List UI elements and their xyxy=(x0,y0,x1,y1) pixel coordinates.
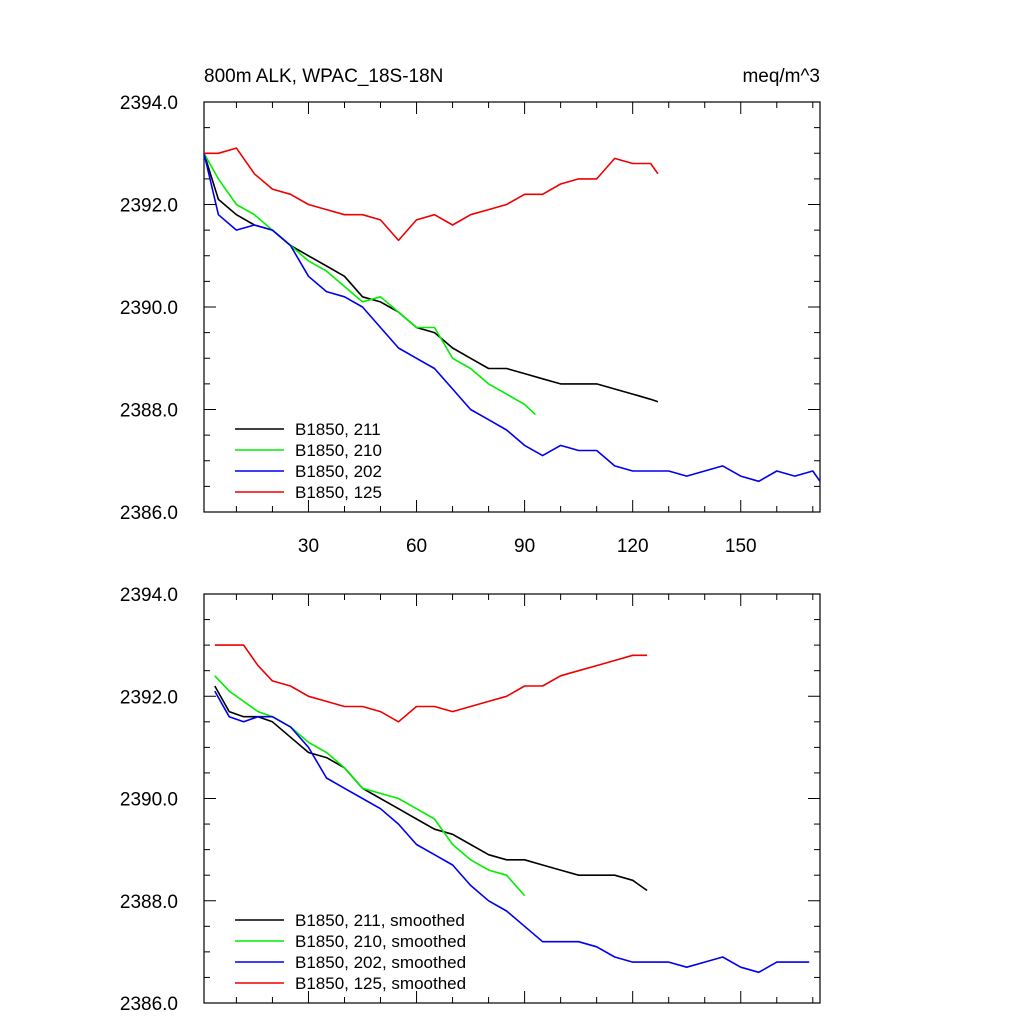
chart-panel-1: 2386.0 2388.0 2390.0 2392.0 2394.0 30 60 90 120 1… xyxy=(120,66,821,557)
legend-label: B1850, 211, smoothed xyxy=(295,911,465,930)
y-tick-label: 2392.0 xyxy=(120,196,178,217)
chart-title: 800m ALK, WPAC_18S-18N xyxy=(204,66,443,87)
tick-marks xyxy=(204,593,820,1004)
legend-label: B1850, 125, smoothed xyxy=(295,974,466,993)
y-tick-label: 2392.0 xyxy=(120,687,178,708)
x-tick-label: 150 xyxy=(725,536,757,557)
series-line-3 xyxy=(214,690,810,974)
legend: B1850, 211, smoothed B1850, 210, smoothed… xyxy=(235,911,466,993)
series-line-2 xyxy=(203,152,536,416)
series-line-4 xyxy=(214,644,648,723)
legend-label: B1850, 202 xyxy=(295,462,382,481)
y-tick-label: 2388.0 xyxy=(120,892,178,913)
x-tick-label: 120 xyxy=(617,536,649,557)
y-tick-label: 2390.0 xyxy=(120,790,178,811)
y-tick-label: 2394.0 xyxy=(120,93,178,114)
y-tick-label: 2388.0 xyxy=(120,401,178,422)
y-tick-label: 2390.0 xyxy=(120,298,178,319)
x-tick-label: 30 xyxy=(298,536,319,557)
series-line-2 xyxy=(214,675,526,897)
tick-marks xyxy=(204,101,820,513)
series-line-1 xyxy=(214,685,648,892)
x-tick-label: 90 xyxy=(514,536,535,557)
legend: B1850, 211 B1850, 210 B1850, 202 B1850, 125 xyxy=(235,420,382,502)
y-tick-label: 2386.0 xyxy=(120,994,178,1015)
legend-label: B1850, 210 xyxy=(295,441,382,460)
series-line-4 xyxy=(204,147,659,242)
series-line-1 xyxy=(203,153,659,403)
chart-panel-2: 2386.0 2388.0 2390.0 2392.0 2394.0 B1850, 211… xyxy=(120,585,821,1015)
series-line-3 xyxy=(203,153,821,483)
y-tick-label: 2394.0 xyxy=(120,585,178,606)
y-tick-label: 2386.0 xyxy=(120,503,178,524)
legend-label: B1850, 210, smoothed xyxy=(295,932,466,951)
chart-units: meq/m^3 xyxy=(742,66,820,87)
legend-label: B1850, 202, smoothed xyxy=(295,953,466,972)
x-tick-label: 60 xyxy=(406,536,427,557)
legend-label: B1850, 211 xyxy=(295,420,381,439)
legend-label: B1850, 125 xyxy=(295,483,382,502)
